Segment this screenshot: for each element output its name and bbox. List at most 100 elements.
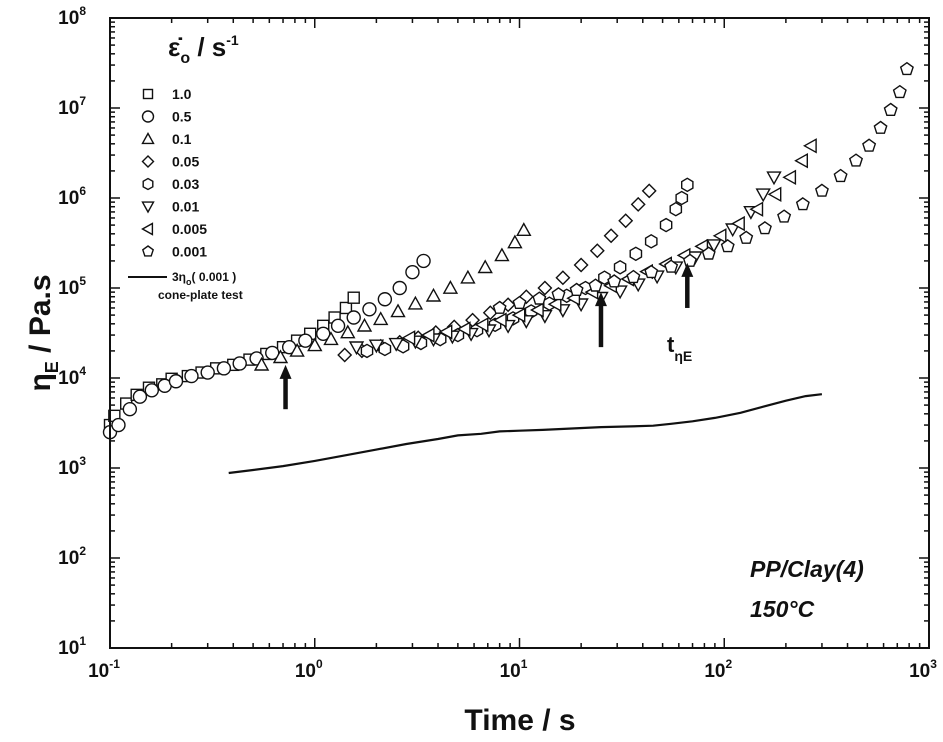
legend-label: 0.01	[172, 199, 199, 215]
data-point	[368, 339, 385, 354]
data-point	[802, 138, 817, 154]
x-tick-label-exp: 3	[930, 657, 937, 671]
arrow-head	[279, 364, 292, 379]
data-point	[701, 246, 716, 260]
y-tick-label-base: 10	[58, 368, 79, 389]
legend: ε̇o / s-1 1.00.50.10.050.030.010.0050.00…	[128, 32, 243, 302]
data-point	[899, 61, 914, 76]
series-2	[253, 222, 532, 371]
data-point	[681, 177, 694, 193]
data-point	[340, 324, 356, 339]
y-axis-title: ηE / Pa.s	[24, 274, 62, 391]
arrow-label-sub: ηE	[674, 348, 692, 364]
data-point	[323, 331, 339, 346]
legend-title: ε̇o / s-1	[168, 32, 239, 67]
data-point	[833, 168, 848, 183]
y-axis-title-main: η	[24, 373, 57, 391]
data-point	[883, 102, 898, 117]
y-tick-label: 104	[58, 364, 86, 389]
legend-line-label-main: 3η	[172, 270, 186, 284]
data-point	[613, 259, 627, 275]
data-point	[460, 269, 476, 284]
arrow-head	[681, 262, 694, 277]
data-point	[407, 295, 424, 310]
x-tick-label: 103	[909, 657, 937, 682]
data-point	[494, 247, 510, 262]
data-point	[814, 183, 829, 197]
series-1	[102, 253, 431, 440]
data-point	[782, 169, 797, 185]
legend-marker	[141, 245, 155, 257]
data-point	[122, 402, 138, 417]
data-point	[360, 343, 374, 359]
data-point	[598, 270, 611, 286]
data-point	[168, 374, 184, 389]
data-point	[589, 243, 605, 259]
x-axis-title: Time / s	[464, 704, 575, 737]
lines-layer	[228, 393, 823, 475]
data-point	[392, 280, 407, 296]
legend-line-label-2: cone-plate test	[158, 288, 243, 302]
data-point	[144, 383, 159, 398]
data-point	[644, 264, 659, 279]
x-tick-label-base: 10	[909, 661, 930, 682]
plot-frame	[109, 17, 930, 649]
x-tick-label-base: 10	[88, 661, 109, 682]
data-point	[346, 310, 361, 325]
data-point	[492, 312, 507, 328]
y-tick-label: 106	[58, 184, 86, 209]
x-tick-label: 10-1	[88, 657, 120, 682]
data-point	[551, 287, 566, 301]
data-point	[416, 253, 431, 269]
data-point	[356, 317, 373, 332]
data-point	[347, 291, 360, 304]
y-tick-label-base: 10	[58, 8, 79, 29]
data-point	[755, 188, 771, 203]
y-tick-label-base: 10	[58, 458, 79, 479]
data-point	[420, 327, 435, 343]
data-point	[362, 302, 377, 317]
arrow-label-main: t	[667, 332, 675, 357]
data-point	[569, 282, 584, 296]
data-point	[330, 318, 346, 334]
data-point	[298, 333, 313, 348]
legend-entries: 1.0 0.5 0.1 0.05 0.03 0.01 0.005 0.001	[141, 86, 207, 260]
data-point	[253, 356, 270, 371]
y-tick-label: 101	[58, 634, 86, 659]
y-axis-title-sub: E	[42, 361, 62, 373]
data-point	[377, 292, 393, 307]
legend-line-label-sub: o	[186, 277, 192, 287]
data-point	[573, 257, 589, 273]
legend-label: 1.0	[172, 86, 192, 102]
data-point	[720, 239, 735, 253]
series-line-8	[228, 393, 823, 475]
legend-marker	[141, 222, 154, 236]
data-point	[706, 239, 722, 254]
y-tick-label: 103	[58, 454, 86, 479]
data-point	[438, 324, 453, 340]
y-tick-label-base: 10	[58, 98, 79, 119]
data-point	[390, 303, 406, 318]
data-point	[603, 228, 619, 244]
data-point	[659, 217, 673, 233]
y-tick-label-exp: 8	[79, 4, 86, 18]
y-tick-label-base: 10	[58, 278, 79, 299]
data-point	[216, 361, 232, 376]
legend-marker	[141, 110, 155, 123]
legend-title-sup: -1	[226, 32, 239, 48]
data-point	[848, 153, 864, 167]
y-tick-label-exp: 2	[79, 544, 86, 558]
data-point	[348, 341, 365, 356]
data-point	[794, 153, 808, 169]
legend-title-sub: o	[180, 50, 190, 67]
series-7	[492, 61, 914, 314]
data-point	[111, 417, 126, 433]
data-point	[682, 253, 697, 267]
data-point	[675, 190, 689, 206]
annotation-sample: PP/Clay(4)	[750, 556, 864, 582]
data-point	[405, 264, 420, 280]
y-tick-label: 108	[58, 4, 86, 29]
x-tick-label-exp: 0	[316, 657, 323, 671]
legend-line-label-rest: ( 0.001 )	[192, 270, 237, 284]
